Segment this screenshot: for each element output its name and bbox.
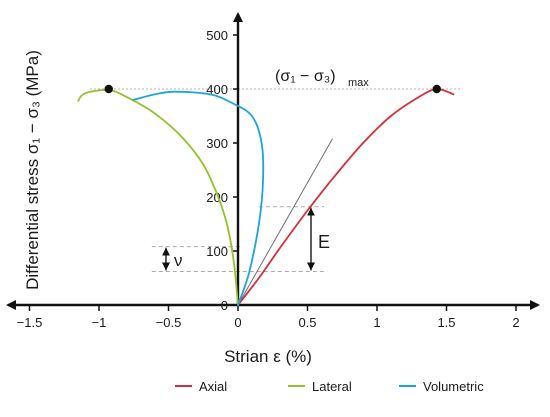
x-tick-label: −0.5 [156,315,182,330]
tick-labels: −1.5 −1 −0.5 0 0.5 1 1.5 2 0 100 200 300 400 500 [17,28,520,330]
legend: Axial Lateral Volumetric [175,379,484,394]
series-line-volumetric [132,90,265,306]
y-tick-label: 500 [206,28,228,43]
axes [6,12,540,311]
x-tick-label: 1 [373,315,380,330]
poisson-label: ν [174,251,183,270]
peak-stress-subscript: max [348,77,369,89]
series-line-lateral [77,89,239,306]
modulus-label: E [318,232,330,252]
series-line-axial [237,88,455,306]
x-tick-label: 0.5 [298,315,316,330]
data-series [77,88,455,306]
x-tick-label: 0 [234,315,241,330]
guide-lines [90,88,462,273]
x-axis-title: Strian ε (%) [224,347,312,366]
x-tick-label: −1.5 [17,315,43,330]
legend-label-lateral: Lateral [312,379,352,394]
y-tick-label: 100 [206,244,228,259]
x-tick-label: 2 [512,315,519,330]
peak-markers [104,84,441,94]
peak-stress-label: (σ₁ − σ₃) [275,68,336,85]
y-tick-label: 200 [206,190,228,205]
y-tick-label: 400 [206,82,228,97]
elastic-tangent-line [237,138,333,306]
peak-point [432,84,441,94]
peak-point [104,84,113,94]
y-tick-label: 0 [221,298,228,313]
x-tick-label: 1.5 [437,315,455,330]
annotations: (σ₁ − σ₃) max Eν [162,68,369,271]
legend-label-axial: Axial [199,379,227,394]
x-tick-label: −1 [92,315,107,330]
y-tick-label: 300 [206,136,228,151]
y-axis-title: Differential stress σ₁ − σ₃ (MPa) [23,50,42,290]
legend-label-volumetric: Volumetric [423,379,484,394]
